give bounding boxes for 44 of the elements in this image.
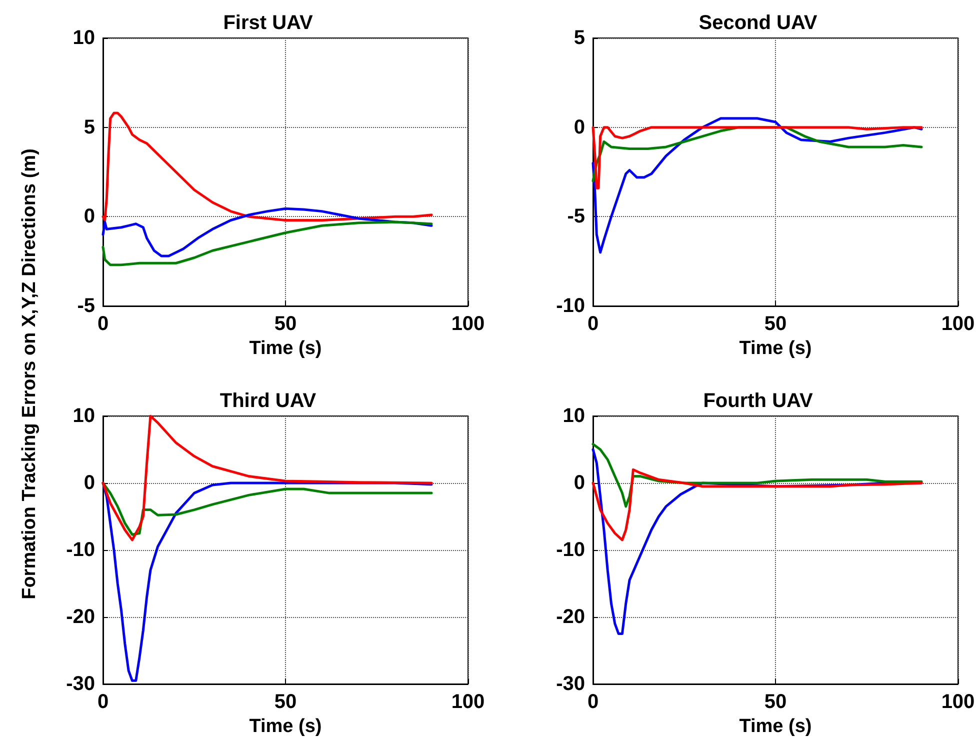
- x-axis-title: Time (s): [739, 716, 812, 737]
- x-tick-label: 0: [587, 313, 599, 335]
- y-tick-label: -10: [556, 295, 585, 317]
- y-tick-label: -30: [66, 673, 95, 695]
- y-tick-label: -20: [556, 606, 585, 628]
- x-tick-label: 50: [274, 313, 297, 335]
- y-tick-label: 0: [574, 116, 585, 138]
- x-tick-label: 100: [451, 691, 485, 713]
- y-tick-label: 0: [84, 472, 95, 494]
- x-tick-label: 100: [451, 313, 485, 335]
- x-tick-label: 50: [274, 691, 297, 713]
- y-tick-label: 5: [574, 27, 585, 49]
- y-tick-label: 0: [84, 206, 95, 228]
- chart-title: Fourth UAV: [703, 390, 814, 412]
- x-tick-label: 0: [587, 691, 599, 713]
- chart-title: First UAV: [223, 12, 314, 34]
- line-series: [102, 482, 433, 536]
- line-series: [592, 468, 923, 542]
- y-tick-label: -5: [77, 295, 95, 317]
- y-tick-label: -20: [66, 606, 95, 628]
- y-axis-title: Formation Tracking Errors on X,Y,Z Directions (m): [19, 148, 41, 600]
- line-series: [102, 112, 433, 222]
- y-tick-label: 0: [574, 472, 585, 494]
- y-tick-label: -30: [556, 673, 585, 695]
- line-series: [102, 414, 433, 542]
- x-tick-label: 50: [764, 691, 787, 713]
- x-axis-title: Time (s): [249, 716, 322, 737]
- y-tick-label: 5: [84, 116, 95, 138]
- x-tick-label: 0: [97, 691, 109, 713]
- x-tick-label: 100: [941, 313, 975, 335]
- x-axis-title: Time (s): [249, 338, 322, 359]
- y-tick-label: -5: [567, 206, 585, 228]
- y-tick-label: 10: [72, 27, 95, 49]
- y-tick-label: -10: [66, 539, 95, 561]
- x-tick-label: 100: [941, 691, 975, 713]
- x-axis-title: Time (s): [739, 338, 812, 359]
- y-tick-label: 10: [72, 405, 95, 427]
- y-tick-label: -10: [556, 539, 585, 561]
- x-tick-label: 50: [764, 313, 787, 335]
- chart-title: Third UAV: [220, 390, 317, 412]
- chart-title: Second UAV: [698, 12, 818, 34]
- line-series: [102, 220, 433, 266]
- x-tick-label: 0: [97, 313, 109, 335]
- y-tick-label: 10: [562, 405, 585, 427]
